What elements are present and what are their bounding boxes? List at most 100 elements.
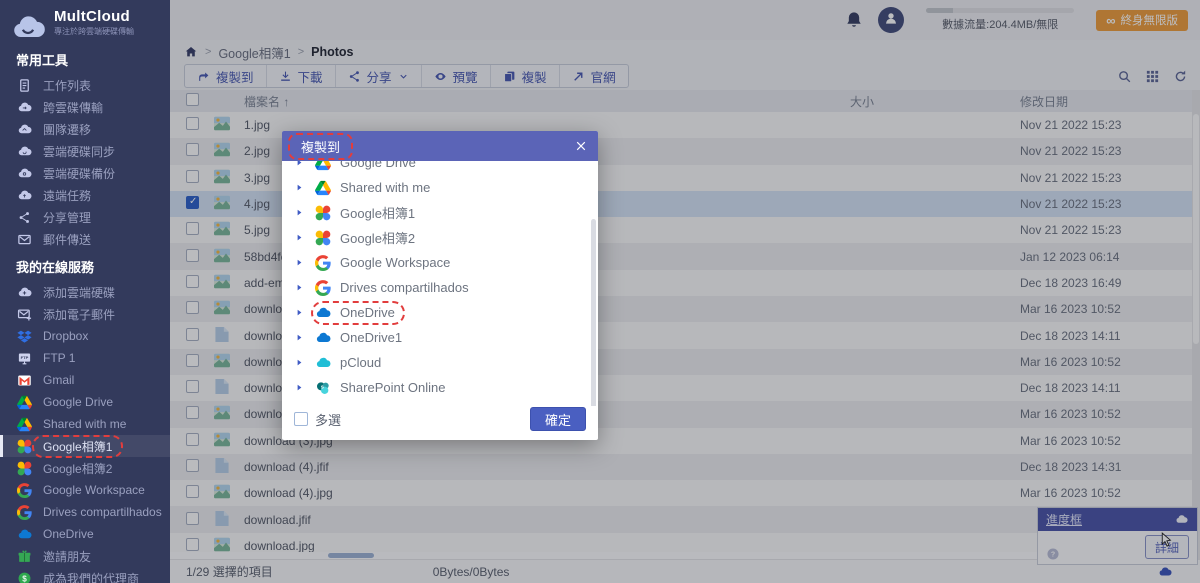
table-row[interactable]: download (4).jfif Dec 18 2023 14:31 — [170, 453, 1192, 481]
row-checkbox[interactable] — [186, 222, 199, 236]
cloud-target-item[interactable]: pCloud — [282, 350, 598, 375]
sidebar-item[interactable]: 雲端硬碟同步 — [0, 140, 170, 162]
sidebar-item[interactable]: 跨雲碟傳輸 — [0, 96, 170, 118]
sidebar-item[interactable]: 郵件傳送 — [0, 228, 170, 250]
caret-right-icon[interactable] — [295, 258, 304, 267]
sidebar-item[interactable]: 雲端硬碟備份 — [0, 162, 170, 184]
column-filename[interactable]: 檔案名 ↑ — [244, 94, 290, 109]
row-checkbox[interactable] — [186, 459, 199, 472]
caret-right-icon[interactable] — [295, 333, 304, 342]
row-checkbox[interactable] — [186, 301, 199, 315]
row-checkbox[interactable] — [186, 169, 199, 183]
cloud-target-item[interactable]: Shared with me — [282, 175, 598, 200]
sidebar-item[interactable]: FTP FTP 1 — [0, 347, 170, 369]
sidebar-item[interactable]: Google相簿1 — [0, 434, 170, 458]
toolbar-button[interactable]: 下載 — [267, 65, 336, 87]
sidebar-item[interactable]: Gmail — [0, 369, 170, 391]
cloud-icon — [1174, 513, 1189, 526]
row-checkbox[interactable] — [186, 432, 199, 446]
table-row[interactable]: download (4).jpg Mar 16 2023 10:52 — [170, 480, 1192, 507]
toolbar-button[interactable]: 預覽 — [422, 65, 491, 87]
modal-scrollbar[interactable] — [591, 219, 596, 406]
row-checkbox[interactable] — [186, 117, 199, 131]
row-checkbox[interactable] — [186, 143, 199, 157]
select-all-checkbox[interactable] — [186, 93, 199, 106]
row-checkbox[interactable] — [186, 380, 199, 394]
corner-cloud-icon[interactable] — [1156, 565, 1174, 579]
logo[interactable]: MultCloud 專注於跨雲端硬碟傳輸 — [0, 0, 170, 43]
sidebar-item[interactable]: 遠端任務 — [0, 184, 170, 206]
cloud-target-item[interactable]: Google Workspace — [282, 250, 598, 275]
row-checkbox[interactable] — [186, 248, 199, 262]
row-checkbox[interactable] — [186, 274, 199, 288]
gphotos-icon — [17, 439, 32, 454]
vertical-scrollbar[interactable] — [1192, 90, 1200, 560]
traffic-progress-bar — [926, 8, 1075, 13]
caret-right-icon[interactable] — [295, 383, 304, 392]
cloud-target-item[interactable]: OneDrive1 — [282, 325, 598, 350]
sidebar-item[interactable]: 分享管理 — [0, 206, 170, 228]
help-question-icon[interactable]: ? — [1046, 547, 1060, 561]
lifetime-upgrade-button[interactable]: ∞ 終身無限版 — [1096, 9, 1188, 31]
caret-right-icon[interactable] — [295, 283, 304, 292]
file-name: 3.jpg — [244, 170, 271, 185]
toolbar-button[interactable]: 官網 — [560, 65, 628, 87]
cloud-target-item[interactable]: Google相簿1 — [282, 200, 598, 225]
user-avatar[interactable] — [878, 7, 905, 33]
row-checkbox[interactable] — [186, 511, 199, 525]
file-date: Nov 21 2022 15:23 — [1020, 223, 1122, 238]
pcloud-icon — [315, 355, 331, 371]
close-icon[interactable] — [574, 139, 588, 153]
row-checkbox[interactable] — [186, 327, 199, 341]
caret-right-icon[interactable] — [295, 358, 304, 367]
home-icon[interactable] — [184, 45, 198, 59]
sidebar-item[interactable]: 添加電子郵件 — [0, 303, 170, 325]
sidebar-item[interactable]: Drives compartilhados — [0, 501, 170, 523]
sidebar-item[interactable]: Google Workspace — [0, 479, 170, 501]
row-checkbox[interactable] — [186, 353, 199, 367]
sidebar-item[interactable]: 添加雲端硬碟 — [0, 281, 170, 303]
sidebar-item[interactable]: 邀請朋友 — [0, 545, 170, 567]
scrollbar-thumb[interactable] — [328, 553, 374, 558]
caret-right-icon[interactable] — [295, 183, 304, 192]
caret-right-icon[interactable] — [295, 308, 304, 317]
column-size[interactable]: 大小 — [850, 94, 875, 109]
progress-box: 進度框 ? 詳細 — [1037, 507, 1198, 565]
multi-select-option[interactable]: 多選 — [294, 410, 341, 429]
confirm-button[interactable]: 確定 — [530, 407, 586, 431]
multi-select-checkbox[interactable] — [294, 412, 308, 426]
row-checkbox[interactable] — [186, 406, 199, 420]
caret-right-icon[interactable] — [295, 161, 304, 167]
refresh-icon[interactable] — [1173, 69, 1188, 84]
row-checkbox[interactable] — [186, 537, 199, 551]
sidebar-item[interactable]: $ 成為我們的代理商 — [0, 567, 170, 583]
sidebar-item[interactable]: 團隊遷移 — [0, 118, 170, 140]
cloud-target-item[interactable]: Google相簿2 — [282, 225, 598, 250]
toolbar-button[interactable]: 複製到 — [185, 65, 267, 87]
progress-box-title[interactable]: 進度框 — [1046, 513, 1083, 527]
sidebar-item[interactable]: OneDrive — [0, 523, 170, 545]
notifications-bell-icon[interactable] — [844, 10, 864, 30]
row-checkbox[interactable] — [186, 196, 199, 210]
sidebar-item[interactable]: Google Drive — [0, 391, 170, 413]
row-checkbox[interactable] — [186, 485, 199, 499]
table-row[interactable]: download.jfif — [170, 506, 1192, 533]
toolbar-button[interactable]: 複製 — [491, 65, 560, 87]
caret-right-icon[interactable] — [295, 233, 304, 242]
horizontal-scrollbar[interactable] — [170, 552, 1192, 559]
caret-right-icon[interactable] — [295, 208, 304, 217]
scrollbar-thumb[interactable] — [1193, 114, 1199, 344]
sidebar-item[interactable]: Google相簿2 — [0, 457, 170, 479]
breadcrumb-parent[interactable]: Google相簿1 — [218, 46, 291, 61]
grid-view-icon[interactable] — [1145, 69, 1160, 84]
toolbar-button[interactable]: 分享 — [336, 65, 422, 87]
sidebar-item[interactable]: Dropbox — [0, 325, 170, 347]
cloud-target-item[interactable]: OneDrive — [282, 300, 598, 325]
cloud-target-item[interactable]: Drives compartilhados — [282, 275, 598, 300]
sidebar-item[interactable]: 工作列表 — [0, 74, 170, 96]
search-icon[interactable] — [1117, 69, 1132, 84]
cloud-target-item[interactable]: Google Drive — [282, 161, 598, 175]
column-date[interactable]: 修改日期 — [1020, 94, 1069, 109]
sidebar-item[interactable]: Shared with me — [0, 413, 170, 435]
cloud-target-item[interactable]: s SharePoint Online — [282, 375, 598, 400]
